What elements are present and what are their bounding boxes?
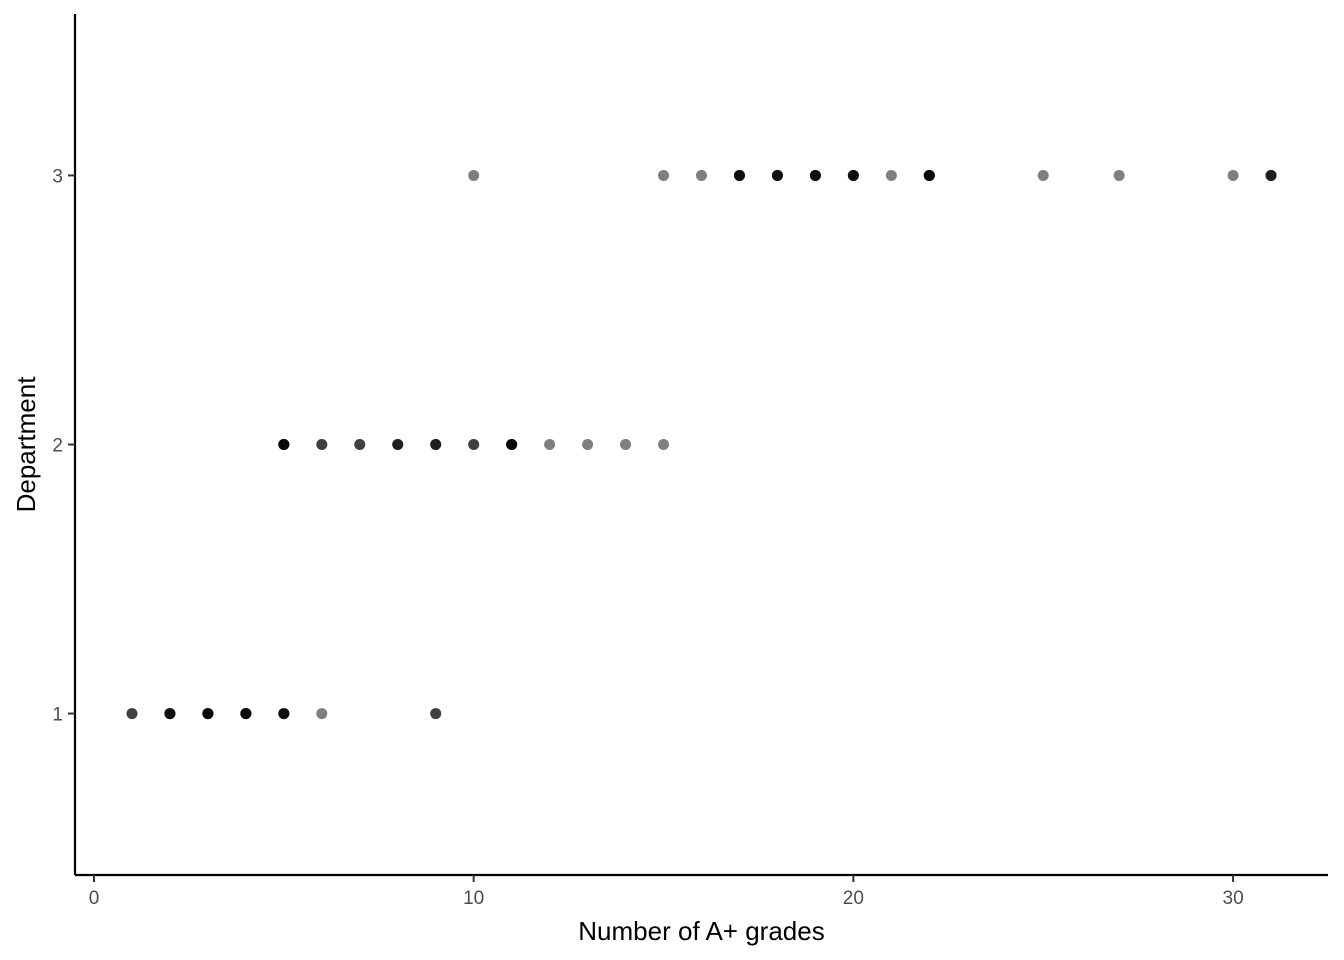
data-point xyxy=(468,169,480,181)
point-mark xyxy=(468,169,480,181)
data-point xyxy=(164,708,176,720)
point-mark xyxy=(544,439,556,450)
point-mark xyxy=(164,708,176,720)
data-point xyxy=(544,439,556,450)
data-point xyxy=(240,708,252,720)
data-point xyxy=(430,708,442,720)
point-mark xyxy=(240,708,252,720)
y-tick-label: 2 xyxy=(52,436,63,457)
data-point xyxy=(1265,169,1277,181)
data-point xyxy=(658,169,670,181)
y-tick-label: 1 xyxy=(52,705,63,726)
x-tick-label: 30 xyxy=(1223,888,1244,909)
data-point xyxy=(1037,169,1049,181)
data-point xyxy=(771,169,783,181)
point-mark xyxy=(506,439,518,450)
x-axis-ticks: 0 10 20 30 xyxy=(89,875,1244,909)
point-mark xyxy=(468,439,480,450)
data-point xyxy=(696,169,707,181)
point-mark xyxy=(316,708,328,720)
point-mark xyxy=(847,169,859,181)
point-mark xyxy=(1037,169,1049,181)
points-layer xyxy=(126,169,1277,720)
point-mark xyxy=(430,708,442,720)
point-mark xyxy=(430,439,442,450)
y-axis-ticks: 1 2 3 xyxy=(52,166,75,726)
y-axis-title: Department xyxy=(11,376,41,513)
point-mark xyxy=(1113,169,1125,181)
point-mark xyxy=(278,439,290,450)
point-mark xyxy=(202,708,214,720)
point-mark xyxy=(620,439,632,450)
x-tick-label: 10 xyxy=(463,888,484,909)
point-mark xyxy=(733,169,745,181)
data-point xyxy=(278,439,290,450)
data-point xyxy=(468,439,480,450)
data-point xyxy=(316,708,328,720)
point-mark xyxy=(354,439,366,450)
point-mark xyxy=(126,708,138,720)
x-tick-label: 0 xyxy=(89,888,100,909)
data-point xyxy=(885,169,897,181)
data-point xyxy=(733,169,745,181)
y-tick-label: 3 xyxy=(52,166,63,187)
data-point xyxy=(1113,169,1125,181)
data-point xyxy=(1227,169,1239,181)
point-mark xyxy=(658,169,670,181)
point-mark xyxy=(923,169,935,181)
x-axis-title: Number of A+ grades xyxy=(578,916,824,946)
data-point xyxy=(126,708,138,720)
data-point xyxy=(923,169,935,181)
x-tick-label: 20 xyxy=(843,888,864,909)
point-mark xyxy=(696,169,707,181)
data-point xyxy=(278,708,290,720)
point-mark xyxy=(771,169,783,181)
data-point xyxy=(202,708,214,720)
point-mark xyxy=(809,169,821,181)
data-point xyxy=(316,439,328,450)
data-point xyxy=(658,439,670,450)
point-mark xyxy=(392,439,404,450)
data-point xyxy=(354,439,366,450)
point-mark xyxy=(316,439,328,450)
data-point xyxy=(847,169,859,181)
point-mark xyxy=(1265,169,1277,181)
point-mark xyxy=(582,439,594,450)
point-mark xyxy=(658,439,670,450)
data-point xyxy=(809,169,821,181)
point-mark xyxy=(885,169,897,181)
data-point xyxy=(392,439,404,450)
point-mark xyxy=(278,708,290,720)
data-point xyxy=(620,439,632,450)
data-point xyxy=(430,439,442,450)
data-point xyxy=(582,439,594,450)
data-point xyxy=(506,439,518,450)
point-mark xyxy=(1227,169,1239,181)
